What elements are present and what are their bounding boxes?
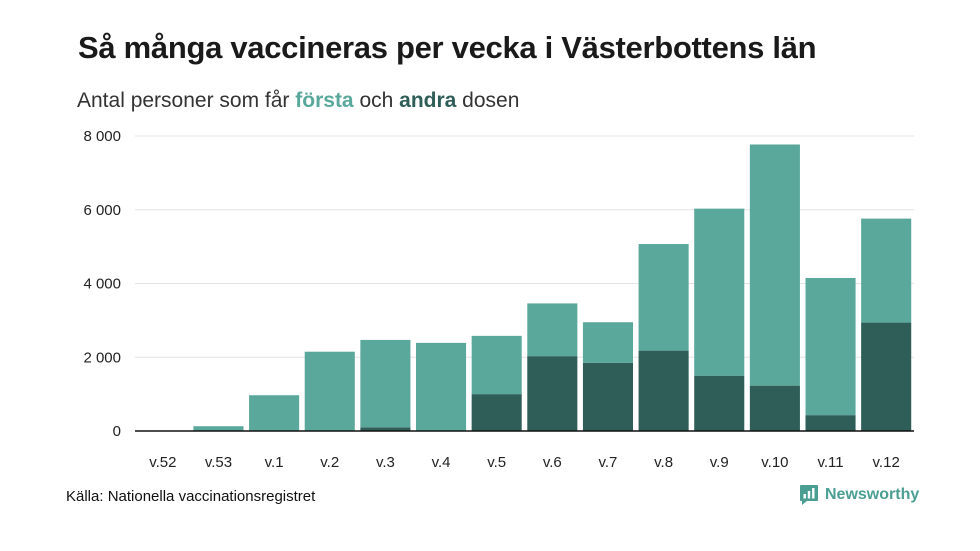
bar-second-dose [638, 350, 689, 431]
x-tick-label: v.11 [817, 454, 843, 471]
bar-first-dose [360, 339, 411, 428]
bar-second-dose [861, 322, 912, 431]
x-tick-label: v.2 [320, 454, 339, 471]
x-tick-label: v.10 [761, 454, 788, 471]
x-tick-label: v.53 [205, 454, 232, 471]
y-tick-label: 0 [113, 423, 121, 440]
bar-first-dose [471, 335, 522, 395]
brand-name: Newsworthy [825, 486, 920, 503]
y-axis-ticks: 0 2 000 4 000 6 000 8 000 [83, 128, 121, 440]
bar-first-dose [582, 322, 634, 363]
bar-first-dose [304, 351, 355, 431]
x-tick-label: v.8 [654, 454, 673, 471]
x-tick-label: v.6 [543, 454, 562, 471]
bar-first-dose [805, 277, 856, 416]
x-tick-label: v.9 [710, 454, 729, 471]
source-note: Källa: Nationella vaccinationsregistret [66, 488, 316, 505]
bar-second-dose [805, 415, 856, 431]
chart-title: Så många vaccineras per vecka i Västerbo… [78, 30, 817, 65]
y-tick-label: 4 000 [83, 276, 121, 293]
bar-second-dose [749, 385, 800, 431]
subtitle-first-dose: första [295, 89, 354, 112]
bar-second-dose [527, 356, 578, 431]
bar-first-dose [638, 244, 689, 351]
x-axis-ticks: v.52 v.53 v.1 v.2 v.3 v.4 v.5 v.6 v.7 v.8 v.9 v.10 v… [149, 454, 900, 471]
newsworthy-logo-icon [800, 485, 818, 505]
subtitle-pre: Antal personer som får [77, 89, 296, 112]
bar-first-dose [527, 303, 578, 357]
x-tick-label: v.1 [265, 454, 284, 471]
x-tick-label: v.12 [873, 454, 900, 471]
bar-first-dose [415, 342, 467, 431]
bar-first-dose [249, 395, 300, 431]
x-tick-label: v.4 [432, 454, 451, 471]
y-tick-label: 2 000 [83, 349, 121, 366]
bar-first-dose [193, 426, 244, 431]
x-tick-label: v.3 [376, 454, 395, 471]
y-tick-label: 8 000 [83, 128, 121, 145]
x-tick-label: v.52 [149, 454, 176, 471]
bar-second-dose [694, 375, 745, 431]
bar-second-dose [582, 362, 634, 431]
bars [193, 144, 912, 431]
subtitle-post: dosen [456, 89, 520, 112]
x-tick-label: v.5 [487, 454, 506, 471]
subtitle-mid: och [353, 89, 400, 112]
bar-first-dose [861, 218, 912, 323]
chart-subtitle: Antal personer som får första och andra … [77, 89, 519, 113]
bar-first-dose [749, 144, 800, 386]
subtitle-second-dose: andra [399, 89, 457, 112]
x-tick-label: v.7 [599, 454, 618, 471]
bar-second-dose [360, 427, 411, 431]
bar-second-dose [471, 394, 522, 431]
y-tick-label: 6 000 [83, 202, 121, 219]
bar-first-dose [694, 208, 745, 376]
brand-logo: Newsworthy [799, 484, 919, 506]
